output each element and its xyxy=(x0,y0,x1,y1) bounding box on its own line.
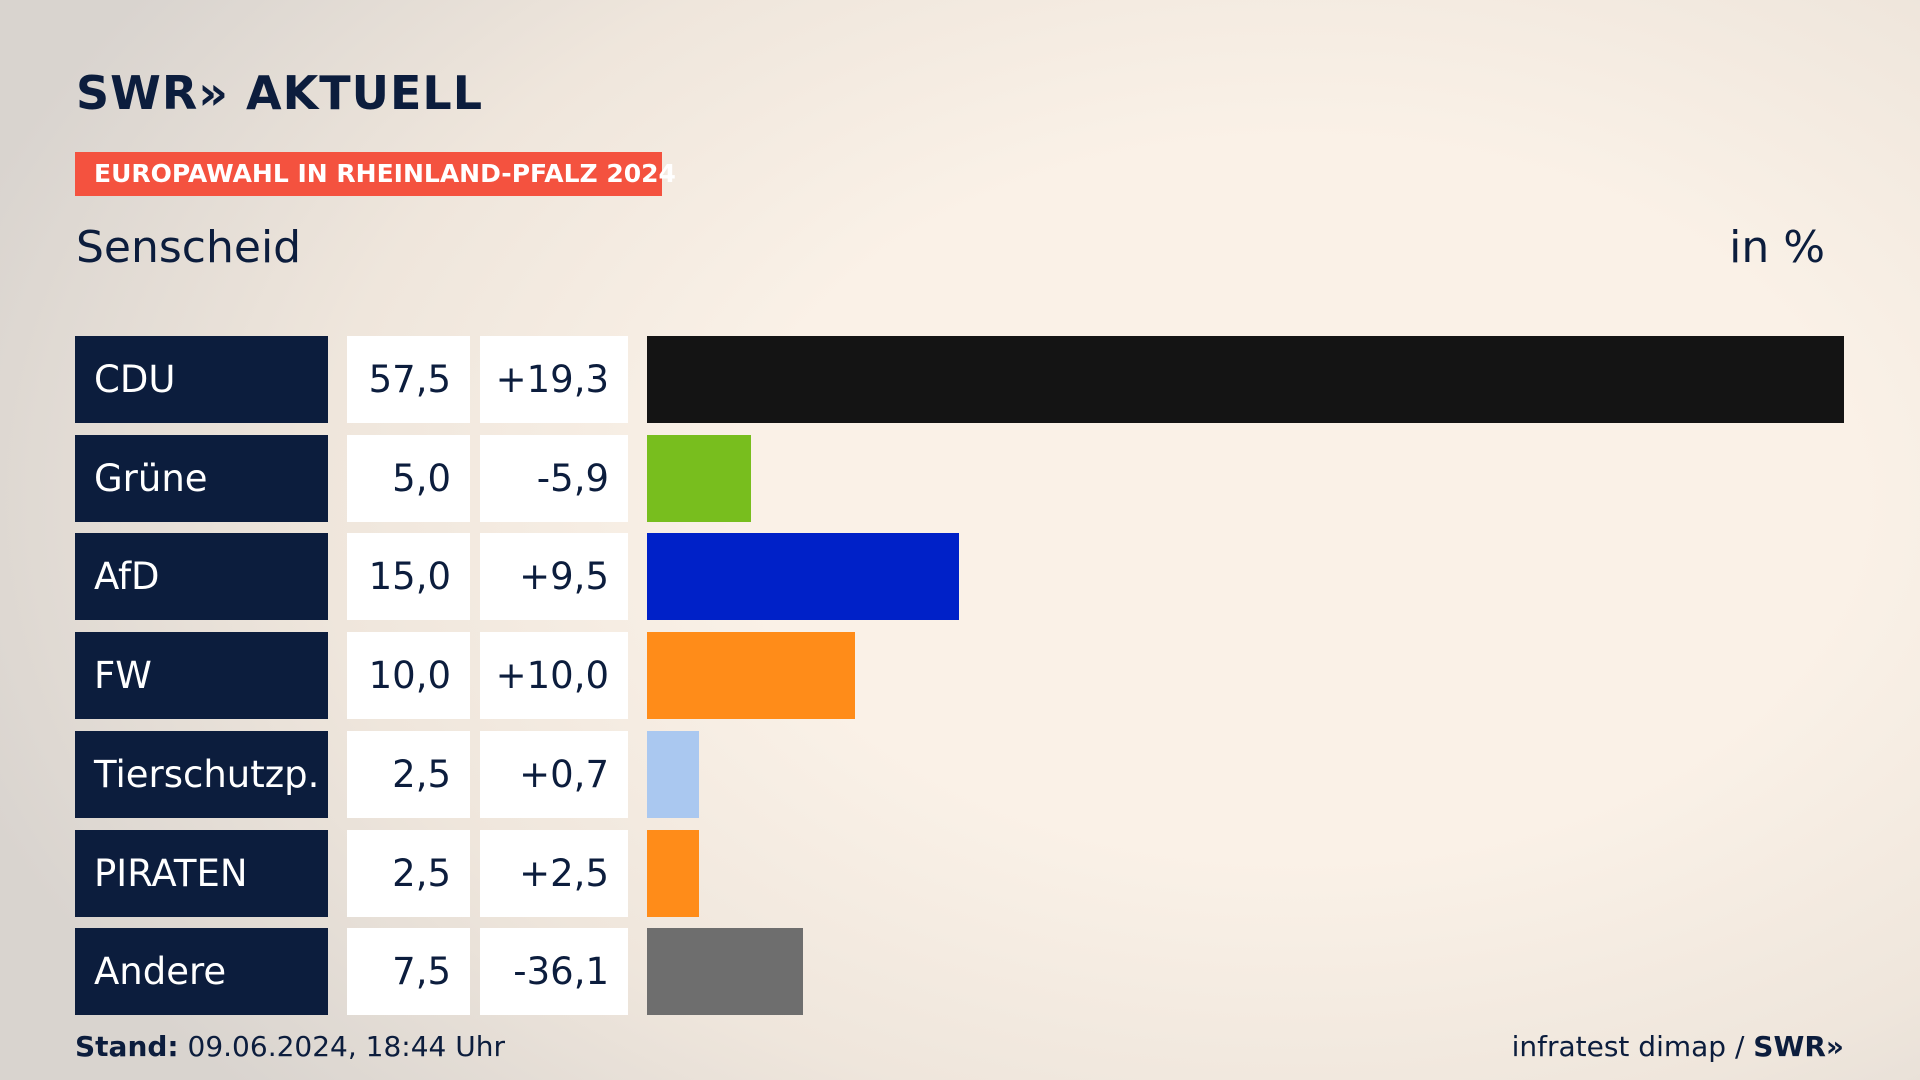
source-logo: SWR» xyxy=(1753,1030,1844,1063)
party-name: Grüne xyxy=(75,434,328,522)
logo: SWR» AKTUELL xyxy=(76,66,484,120)
value-label: 7,5 xyxy=(347,928,470,1016)
party-name: Andere xyxy=(75,928,328,1016)
change-label: -36,1 xyxy=(480,928,628,1016)
bar xyxy=(647,632,856,720)
value-label: 2,5 xyxy=(347,829,470,917)
change-label: +2,5 xyxy=(480,829,628,917)
footer: Stand: 09.06.2024, 18:44 Uhr xyxy=(75,1030,505,1063)
party-name: CDU xyxy=(75,336,328,423)
change-label: +0,7 xyxy=(480,730,628,818)
bar xyxy=(647,336,1844,423)
bar xyxy=(647,730,700,818)
chart-title: Senscheid xyxy=(76,222,302,273)
value-label: 15,0 xyxy=(347,533,470,621)
party-name: AfD xyxy=(75,533,328,621)
party-name: Tierschutzp. xyxy=(75,730,328,818)
change-label: -5,9 xyxy=(480,434,628,522)
bar xyxy=(647,533,960,621)
footer-label: Stand: xyxy=(75,1030,179,1063)
bar xyxy=(647,928,804,1016)
value-label: 5,0 xyxy=(347,434,470,522)
bar xyxy=(647,434,752,522)
badge: EUROPAWAHL IN RHEINLAND-PFALZ 2024 xyxy=(75,152,676,196)
party-name: FW xyxy=(75,632,328,720)
change-label: +9,5 xyxy=(480,533,628,621)
value-label: 2,5 xyxy=(347,730,470,818)
change-label: +19,3 xyxy=(480,336,628,423)
value-label: 10,0 xyxy=(347,632,470,720)
source-text: infratest dimap / xyxy=(1511,1030,1754,1063)
source: infratest dimap / SWR» xyxy=(1512,1030,1844,1063)
bar xyxy=(647,829,700,917)
footer-date: 09.06.2024, 18:44 Uhr xyxy=(187,1030,505,1063)
party-name: PIRATEN xyxy=(75,829,328,917)
value-label: 57,5 xyxy=(347,336,470,423)
change-label: +10,0 xyxy=(480,632,628,720)
unit-label: in % xyxy=(1729,222,1825,273)
